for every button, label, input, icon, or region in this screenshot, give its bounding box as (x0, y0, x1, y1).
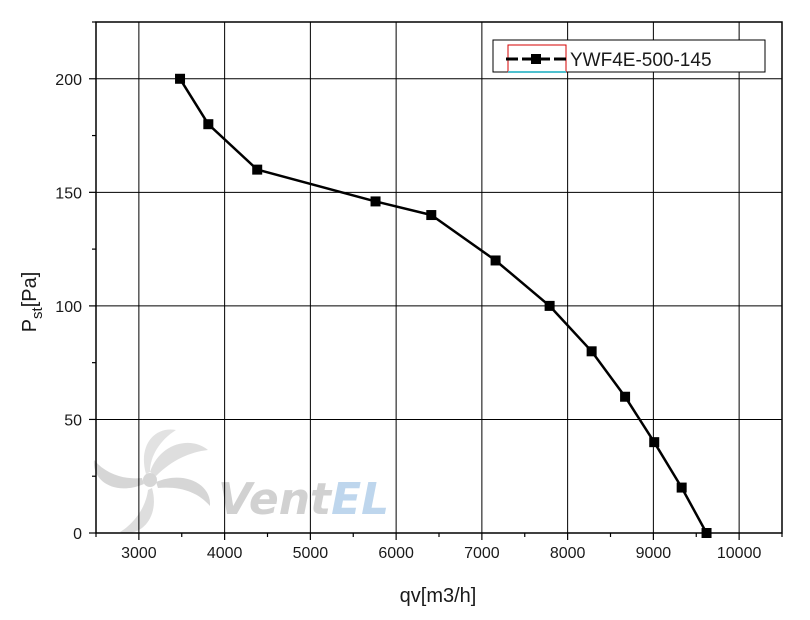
grid (96, 22, 782, 533)
legend-marker-square (531, 54, 541, 64)
x-tick-label: 3000 (121, 545, 157, 562)
y-axis-title-main: P (19, 319, 41, 332)
watermark-text-light: EL (331, 474, 389, 525)
x-tick-label: 7000 (464, 545, 500, 562)
data-point-marker (175, 73, 186, 84)
series (175, 73, 712, 538)
data-point-marker (426, 210, 437, 221)
legend-label: YWF4E-500-145 (570, 50, 712, 71)
plot-frame (95, 21, 783, 534)
x-tick-label: 9000 (636, 545, 672, 562)
y-tick-label: 100 (55, 299, 82, 316)
watermark: VentEL (93, 429, 389, 533)
x-tick-label: 5000 (293, 545, 329, 562)
fan-logo-icon (93, 429, 211, 533)
x-tick-label: 8000 (550, 545, 586, 562)
watermark-text-dark: Vent (218, 474, 333, 525)
axes (95, 21, 783, 534)
ticks: 3000 4000 5000 6000 7000 8000 9000 10000 0 50 100 1… (55, 21, 783, 562)
y-tick-label: 150 (55, 185, 82, 202)
svg-text:VentEL: VentEL (218, 474, 389, 525)
data-point-marker (701, 528, 712, 538)
y-tick-label: 200 (55, 72, 82, 89)
legend: YWF4E-500-145 (492, 39, 766, 73)
x-tick-label: 4000 (207, 545, 243, 562)
y-axis-title: Pst[Pa] (19, 272, 46, 333)
y-axis-title-unit: [Pa] (19, 272, 41, 308)
y-tick-label: 0 (73, 526, 82, 543)
data-point-marker (586, 346, 597, 357)
data-point-marker (649, 437, 660, 448)
data-point-marker (620, 391, 631, 402)
x-tick-label: 10000 (717, 545, 762, 562)
y-axis-title-sub: st (29, 306, 46, 319)
data-point-marker (676, 482, 687, 493)
y-tick-label: 50 (64, 412, 82, 429)
data-point-marker (203, 119, 214, 130)
x-axis-title: qv[m3/h] (400, 585, 477, 607)
series-line (178, 78, 708, 534)
data-point-marker (490, 255, 501, 266)
data-point-marker (370, 196, 381, 207)
data-point-marker (252, 164, 263, 175)
x-tick-label: 6000 (378, 545, 414, 562)
data-point-marker (544, 300, 555, 311)
